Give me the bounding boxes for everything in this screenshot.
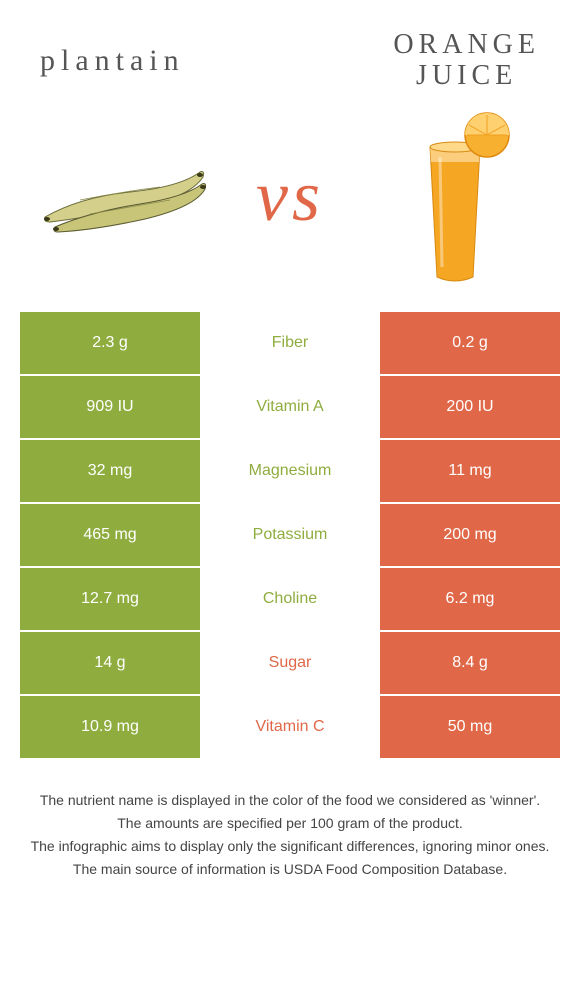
table-row: 32 mgMagnesium11 mg	[20, 440, 560, 504]
right-value: 11 mg	[380, 440, 560, 502]
right-value: 200 IU	[380, 376, 560, 438]
nutrient-table: 2.3 gFiber0.2 g909 IUVitamin A200 IU32 m…	[20, 312, 560, 760]
orange-juice-image	[370, 112, 540, 282]
left-value: 10.9 mg	[20, 696, 200, 758]
footer-line: The main source of information is USDA F…	[20, 859, 560, 880]
footer-line: The infographic aims to display only the…	[20, 836, 560, 857]
nutrient-label: Potassium	[200, 504, 380, 566]
left-value: 14 g	[20, 632, 200, 694]
footer-line: The amounts are specified per 100 gram o…	[20, 813, 560, 834]
orange-juice-icon	[395, 107, 515, 287]
right-value: 8.4 g	[380, 632, 560, 694]
nutrient-label: Choline	[200, 568, 380, 630]
right-value: 200 mg	[380, 504, 560, 566]
right-title: ORANGE JUICE	[393, 30, 540, 92]
left-title: plantain	[40, 44, 185, 77]
table-row: 909 IUVitamin A200 IU	[20, 376, 560, 440]
right-value: 6.2 mg	[380, 568, 560, 630]
plantain-icon	[40, 142, 210, 252]
right-value: 50 mg	[380, 696, 560, 758]
table-row: 10.9 mgVitamin C50 mg	[20, 696, 560, 760]
footer-notes: The nutrient name is displayed in the co…	[0, 790, 580, 880]
table-row: 12.7 mgCholine6.2 mg	[20, 568, 560, 632]
table-row: 2.3 gFiber0.2 g	[20, 312, 560, 376]
images-row: vs	[0, 102, 580, 312]
nutrient-label: Vitamin C	[200, 696, 380, 758]
right-value: 0.2 g	[380, 312, 560, 374]
footer-line: The nutrient name is displayed in the co…	[20, 790, 560, 811]
left-value: 2.3 g	[20, 312, 200, 374]
vs-label: vs	[256, 155, 324, 238]
left-value: 465 mg	[20, 504, 200, 566]
nutrient-label: Vitamin A	[200, 376, 380, 438]
left-value: 32 mg	[20, 440, 200, 502]
table-row: 465 mgPotassium200 mg	[20, 504, 560, 568]
left-value: 909 IU	[20, 376, 200, 438]
left-value: 12.7 mg	[20, 568, 200, 630]
nutrient-label: Sugar	[200, 632, 380, 694]
plantain-image	[40, 112, 210, 282]
table-row: 14 gSugar8.4 g	[20, 632, 560, 696]
nutrient-label: Magnesium	[200, 440, 380, 502]
nutrient-label: Fiber	[200, 312, 380, 374]
header: plantain ORANGE JUICE	[0, 0, 580, 102]
